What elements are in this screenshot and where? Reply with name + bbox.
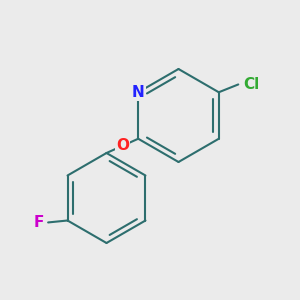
Text: O: O <box>116 138 129 153</box>
Text: Cl: Cl <box>244 77 260 92</box>
Text: F: F <box>33 215 43 230</box>
Text: N: N <box>132 85 145 100</box>
